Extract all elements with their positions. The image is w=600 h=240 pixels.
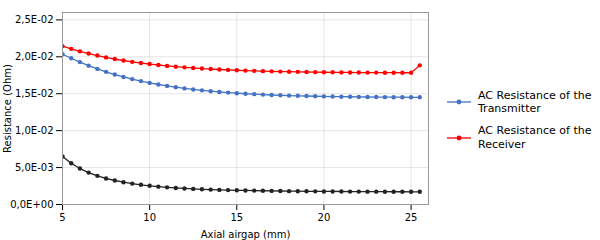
svg-text:1,5E-02: 1,5E-02	[15, 88, 54, 99]
svg-text:5: 5	[59, 212, 65, 223]
svg-text:25: 25	[405, 212, 418, 223]
html-text:AC Resistance of the Transmitt: AC Resistance of the Transmitter	[478, 88, 592, 116]
svg-text:0,0E+00: 0,0E+00	[10, 199, 53, 210]
svg-text:1,0E-02: 1,0E-02	[15, 125, 54, 136]
svg-text:15: 15	[230, 212, 243, 223]
svg-text:Resistance (Ohm): Resistance (Ohm)	[2, 64, 13, 153]
svg-text:20: 20	[318, 212, 331, 223]
svg-text:2,0E-02: 2,0E-02	[15, 51, 54, 62]
svg-text:Axial airgap (mm): Axial airgap (mm)	[201, 229, 291, 240]
html-text:AC Resistance of the Receiver: AC Resistance of the Receiver	[478, 124, 592, 151]
svg-text:10: 10	[143, 212, 156, 223]
svg-text:5,0E-03: 5,0E-03	[15, 162, 54, 173]
svg-text:2,5E-02: 2,5E-02	[15, 14, 54, 25]
